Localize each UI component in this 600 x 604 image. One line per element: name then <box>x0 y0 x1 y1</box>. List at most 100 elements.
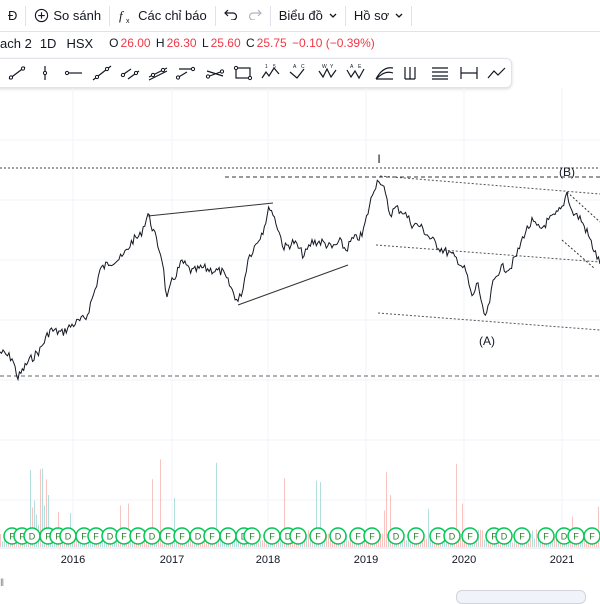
volume-bar <box>350 538 351 547</box>
volume-bar <box>390 495 391 547</box>
volume-bar <box>466 542 467 547</box>
toolbar-divider <box>109 5 111 26</box>
profile-dropdown[interactable]: Hồ sơ <box>346 0 411 31</box>
symbol-legend: ach 2 1D HSX O 26.00 H 26.30 L 25.60 C 25.75… <box>0 32 600 54</box>
event-marker-label: F <box>55 532 61 542</box>
volume-bar <box>30 469 31 547</box>
volume-bar <box>524 542 525 547</box>
undo-button[interactable] <box>216 0 243 31</box>
volume-bar <box>260 540 261 547</box>
event-marker-label: F <box>209 532 215 542</box>
gann-box-icon[interactable] <box>426 59 454 87</box>
extended-line-icon[interactable] <box>88 59 116 87</box>
volume-bar <box>480 529 481 547</box>
legend-exchange: HSX <box>66 35 94 51</box>
regression-trend-icon[interactable] <box>144 59 172 87</box>
legend-symbol[interactable]: ach 2 <box>0 35 32 51</box>
fib-fan-icon[interactable] <box>370 59 398 87</box>
legend-interval[interactable]: 1D <box>39 35 57 51</box>
event-marker <box>289 527 307 545</box>
redo-icon <box>248 8 262 23</box>
close-label: C <box>246 36 255 50</box>
price-chart[interactable]: FFDFFDFFDFFDFFDFFDFFDFFDFFDFFDFFDFFDFF I… <box>0 88 600 578</box>
date-range-icon[interactable] <box>455 59 483 87</box>
volume-bar <box>258 542 259 547</box>
volume-bar <box>152 479 153 547</box>
svg-text:E: E <box>358 64 362 70</box>
wave-label: (B) <box>559 165 575 179</box>
rectangle-icon[interactable] <box>229 59 257 87</box>
volume-bar <box>486 537 487 547</box>
price-series <box>0 179 600 382</box>
volume-bar <box>406 540 407 547</box>
toolbar-divider <box>269 5 271 26</box>
event-marker <box>537 527 555 545</box>
price-line <box>0 179 600 382</box>
info-line-icon[interactable] <box>31 59 59 87</box>
volume-bar <box>344 538 345 547</box>
volume-bar <box>460 537 461 547</box>
svg-text:W: W <box>322 64 327 70</box>
event-marker-label: D <box>561 532 568 542</box>
volume-bar <box>310 538 311 547</box>
event-marker <box>329 527 347 545</box>
trend-line-icon[interactable] <box>3 59 31 87</box>
parallel-channel-icon[interactable] <box>116 59 144 87</box>
bottom-widget[interactable] <box>456 590 586 604</box>
event-marker-label: F <box>9 532 15 542</box>
volume-bar <box>312 540 313 547</box>
flat-top-bottom-icon[interactable] <box>172 59 200 87</box>
volume-bar <box>482 530 483 547</box>
volume-bar <box>328 533 329 547</box>
forecast-icon[interactable] <box>483 59 511 87</box>
profile-label: Hồ sơ <box>353 8 390 23</box>
volume-bar <box>48 495 49 547</box>
volume-bar <box>538 539 539 547</box>
open-value: 26.00 <box>120 36 151 50</box>
date-range-icon[interactable]: ‖ <box>0 578 5 589</box>
volume-bar <box>376 541 377 547</box>
x-tick-label: 2019 <box>354 554 378 566</box>
disjoint-channel-icon[interactable] <box>201 59 229 87</box>
x-tick-label: 2017 <box>160 554 184 566</box>
event-marker <box>243 527 261 545</box>
event-marker-label: F <box>573 532 579 542</box>
undo-icon <box>223 8 238 23</box>
volume-bar <box>114 541 115 547</box>
pitchfork-icon[interactable] <box>398 59 426 87</box>
event-marker-label: F <box>93 532 99 542</box>
redo-button[interactable] <box>243 0 270 31</box>
event-marker-label: F <box>355 532 361 542</box>
svg-text:5: 5 <box>273 64 276 70</box>
chart-type-dropdown[interactable]: Biểu đồ <box>271 0 345 31</box>
drawings <box>0 167 600 377</box>
compare-button[interactable]: So sánh <box>26 0 109 31</box>
ohlc-values: O 26.00 H 26.30 L 25.60 C 25.75 −0.10 (−0.39… <box>109 36 377 50</box>
event-marker-label: D <box>65 532 72 542</box>
volume-bar <box>284 478 285 547</box>
horizontal-ray-icon[interactable] <box>59 59 87 87</box>
volume-bar <box>222 541 223 547</box>
volume-bar <box>348 540 349 547</box>
svg-text:C: C <box>301 64 305 70</box>
volume-bar <box>280 541 281 547</box>
event-markers: FFDFFDFFDFFDFFDFFDFFDFFDFFDFFDFFDFFDFF <box>3 527 600 545</box>
event-marker-label: D <box>107 532 114 542</box>
toolbar-divider <box>214 5 216 26</box>
volume-bar <box>220 534 221 547</box>
compare-label: So sánh <box>53 8 102 23</box>
trend-line <box>147 202 274 217</box>
chart-grid <box>0 88 600 548</box>
volume-bar <box>178 542 179 547</box>
event-marker <box>443 527 461 545</box>
volume-bar <box>580 541 581 547</box>
symbol-search-button[interactable]: Đ <box>0 0 25 31</box>
high-label: H <box>155 36 165 50</box>
event-marker <box>407 527 425 545</box>
